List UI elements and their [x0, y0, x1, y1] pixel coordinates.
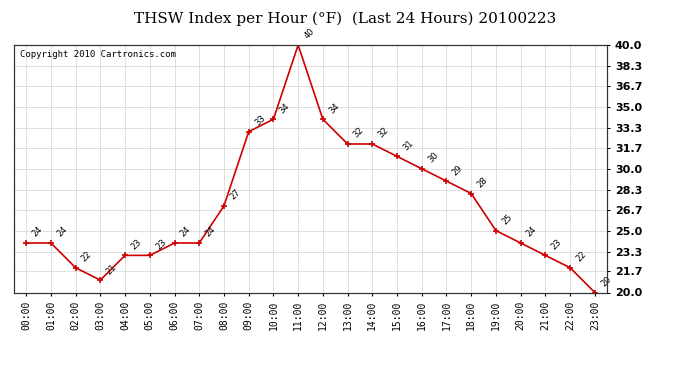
Text: 34: 34 — [327, 101, 341, 115]
Text: 24: 24 — [204, 225, 217, 239]
Text: 29: 29 — [451, 163, 464, 177]
Text: Copyright 2010 Cartronics.com: Copyright 2010 Cartronics.com — [20, 50, 176, 59]
Text: 34: 34 — [277, 101, 291, 115]
Text: 32: 32 — [377, 126, 391, 140]
Text: 24: 24 — [179, 225, 193, 239]
Text: 40: 40 — [302, 27, 316, 41]
Text: 24: 24 — [30, 225, 44, 239]
Text: THSW Index per Hour (°F)  (Last 24 Hours) 20100223: THSW Index per Hour (°F) (Last 24 Hours)… — [134, 11, 556, 26]
Text: 24: 24 — [55, 225, 69, 239]
Text: 28: 28 — [475, 176, 489, 189]
Text: 24: 24 — [525, 225, 539, 239]
Text: 30: 30 — [426, 151, 440, 165]
Text: 25: 25 — [500, 213, 514, 226]
Text: 22: 22 — [80, 250, 94, 264]
Text: 20: 20 — [599, 274, 613, 288]
Text: 21: 21 — [104, 262, 118, 276]
Text: 23: 23 — [129, 237, 143, 251]
Text: 31: 31 — [401, 138, 415, 152]
Text: 23: 23 — [549, 237, 564, 251]
Text: 27: 27 — [228, 188, 242, 202]
Text: 33: 33 — [253, 114, 267, 128]
Text: 32: 32 — [352, 126, 366, 140]
Text: 23: 23 — [154, 237, 168, 251]
Text: 22: 22 — [574, 250, 588, 264]
